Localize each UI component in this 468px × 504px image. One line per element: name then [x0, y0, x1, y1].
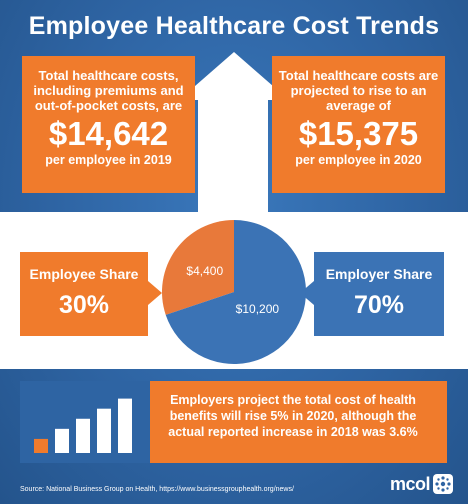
cost-2020-text: Total healthcare costs are projected to …: [278, 68, 439, 113]
share-pie-chart: $4,400 $10,200: [162, 220, 306, 364]
employer-share-box: Employer Share 70%: [314, 252, 444, 336]
growth-bars-icon: [34, 398, 132, 453]
employer-share-label: Employer Share: [325, 266, 433, 282]
page-title: Employee Healthcare Cost Trends: [28, 12, 440, 40]
logo-mark-icon: [433, 474, 454, 494]
cost-2020-amount: $15,375: [298, 115, 419, 152]
cost-2020-box: Total healthcare costs are projected to …: [272, 56, 445, 193]
employee-share-percent: 30%: [58, 291, 110, 319]
growth-bar: [76, 418, 90, 453]
up-arrow-head: [179, 52, 289, 100]
projection-text: Employers project the total cost of heal…: [168, 393, 418, 439]
growth-bar: [55, 428, 69, 453]
pie-label-employer: $10,200: [236, 302, 280, 316]
employee-pointer: [148, 281, 162, 305]
source-citation: Source: National Business Group on Healt…: [20, 486, 294, 493]
cost-2020-sub: per employee in 2020: [295, 153, 422, 167]
cost-2019-box: Total healthcare costs, including premiu…: [22, 56, 195, 193]
mcol-logo: mcol: [390, 472, 454, 496]
employee-share-label: Employee Share: [29, 266, 139, 282]
employer-share-percent: 70%: [353, 291, 405, 319]
cost-2019-amount: $14,642: [48, 115, 169, 152]
up-arrow-shaft: [198, 96, 268, 216]
cost-2019-text: Total healthcare costs, including premiu…: [33, 68, 184, 113]
growth-bar: [34, 438, 48, 453]
cost-2019-sub: per employee in 2019: [45, 153, 172, 167]
growth-bar: [118, 398, 132, 453]
growth-bar: [97, 408, 111, 453]
logo-text: mcol: [390, 473, 431, 494]
pie-label-employee: $4,400: [186, 264, 223, 278]
employee-share-box: Employee Share 30%: [20, 252, 148, 336]
pie-slice-employer: [165, 220, 306, 364]
pie-slice-employee: [162, 220, 234, 315]
